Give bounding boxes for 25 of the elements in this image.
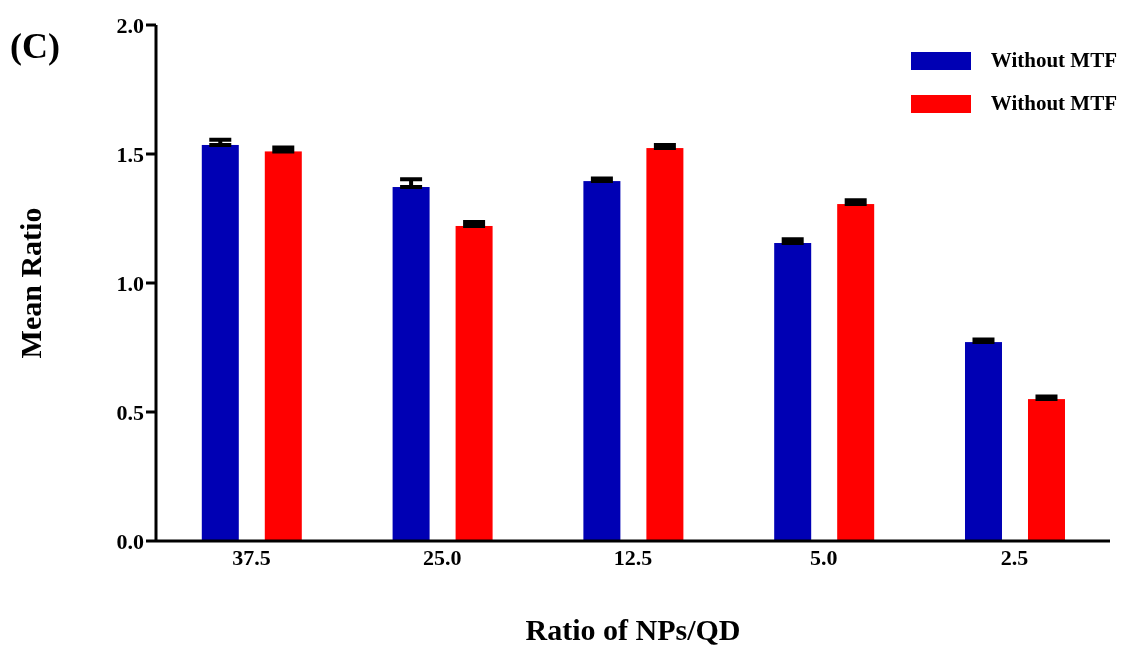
- legend-label: Without MTF: [990, 48, 1117, 73]
- y-tick-label: 2.0: [116, 12, 144, 38]
- y-axis-title: Mean Ratio: [13, 207, 47, 359]
- y-tick-label: 0.0: [116, 528, 144, 554]
- y-tick-label: 1.0: [116, 270, 144, 296]
- bar: [774, 243, 812, 541]
- bar: [646, 148, 684, 541]
- bar: [837, 204, 875, 541]
- x-tick-label: 37.5: [232, 544, 271, 570]
- legend-label: Without MTF: [990, 91, 1117, 116]
- x-axis-title: Ratio of NPs/QD: [525, 613, 741, 646]
- x-tick-label: 12.5: [613, 544, 653, 570]
- bar: [964, 342, 1002, 541]
- bar: [1027, 399, 1065, 541]
- text: (C): [10, 25, 60, 67]
- y-tick-label: 1.5: [116, 141, 144, 167]
- bar: [201, 144, 239, 541]
- bar: [264, 151, 302, 541]
- bar: [583, 181, 621, 541]
- bar: [455, 225, 493, 541]
- x-tick-label: 25.0: [422, 544, 462, 570]
- bar: [392, 187, 430, 541]
- x-tick-label: 5.0: [810, 544, 838, 570]
- y-tick-label: 0.5: [116, 399, 144, 425]
- x-tick-label: 2.5: [1000, 544, 1029, 570]
